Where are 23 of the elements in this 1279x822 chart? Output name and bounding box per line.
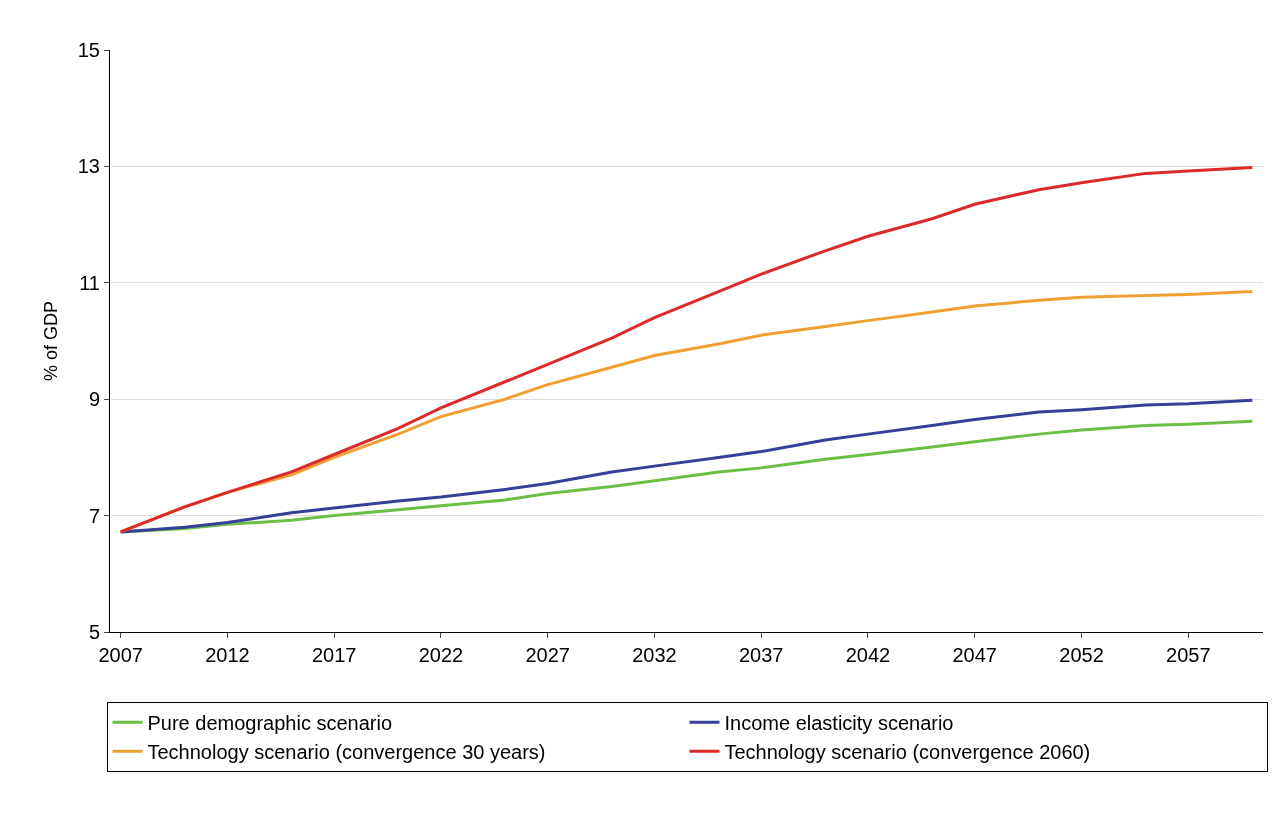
x-tick-label: 2027	[525, 644, 570, 666]
x-tick-label: 2017	[311, 644, 357, 666]
legend-label: Technology scenario (convergence 30 years)	[147, 741, 546, 764]
x-tick-label: 2012	[205, 644, 250, 666]
x-tick-label: 2022	[418, 644, 464, 666]
x-tick-label: 2047	[952, 644, 997, 666]
x-tick-label: 2052	[1059, 644, 1104, 666]
y-axis-title: % of GDP	[40, 300, 61, 382]
y-tick-label: 11	[79, 271, 100, 294]
y-tick-label: 13	[77, 155, 100, 178]
x-tick-label: 2007	[98, 644, 143, 666]
legend-label: Income elasticity scenario	[724, 712, 954, 735]
x-tick-label: 2032	[632, 644, 677, 666]
x-tick-label: 2042	[845, 644, 891, 666]
x-tick-label: 2057	[1166, 644, 1211, 666]
y-tick-label: 7	[88, 504, 100, 527]
y-tick-label: 9	[88, 388, 100, 411]
legend-label: Technology scenario (convergence 2060)	[724, 741, 1091, 764]
line-series	[119, 166, 1254, 534]
y-tick-label: 15	[77, 39, 100, 61]
y-tick-label: 5	[88, 621, 100, 643]
x-tick-label: 2037	[738, 644, 784, 666]
legend-label: Pure demographic scenario	[147, 712, 393, 735]
